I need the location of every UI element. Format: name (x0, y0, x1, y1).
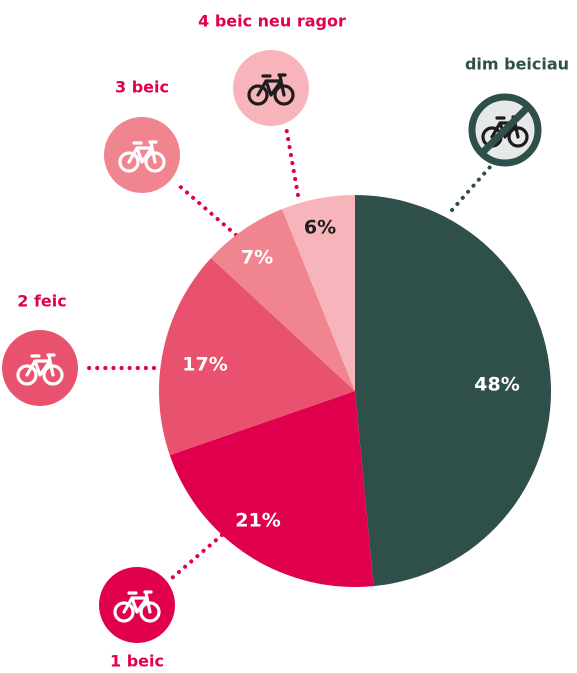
connectors (82, 125, 492, 580)
icon-circle (2, 330, 78, 406)
ban-slash (479, 104, 531, 156)
icon-circle (104, 117, 180, 193)
category-label: dim beiciau (465, 55, 569, 74)
data-label: 7% (241, 247, 273, 269)
icon-circle (99, 567, 175, 643)
icon-circle (233, 50, 309, 126)
connector (284, 125, 300, 197)
data-label: 17% (182, 354, 227, 376)
connector (174, 181, 238, 237)
pie-slice (282, 195, 355, 391)
category-label: 3 beic (115, 78, 169, 97)
connector (170, 533, 224, 580)
category-label: 4 beic neu ragor (198, 12, 346, 31)
pie-slice (211, 209, 355, 391)
data-label: 21% (235, 510, 280, 532)
data-label: 6% (304, 217, 336, 239)
icons: dim beiciau 1 beic 2 feic 3 beic 4 beic neu … (2, 12, 569, 671)
pie: 48% 21% 17% 7% 6% (159, 195, 551, 587)
data-label: 48% (474, 374, 519, 396)
category-label: 1 beic (110, 652, 164, 671)
pie-slice (169, 391, 374, 587)
connector (450, 165, 492, 212)
pie-slice (355, 195, 551, 587)
pie-slice (159, 258, 355, 456)
category-label: 2 feic (17, 292, 66, 311)
